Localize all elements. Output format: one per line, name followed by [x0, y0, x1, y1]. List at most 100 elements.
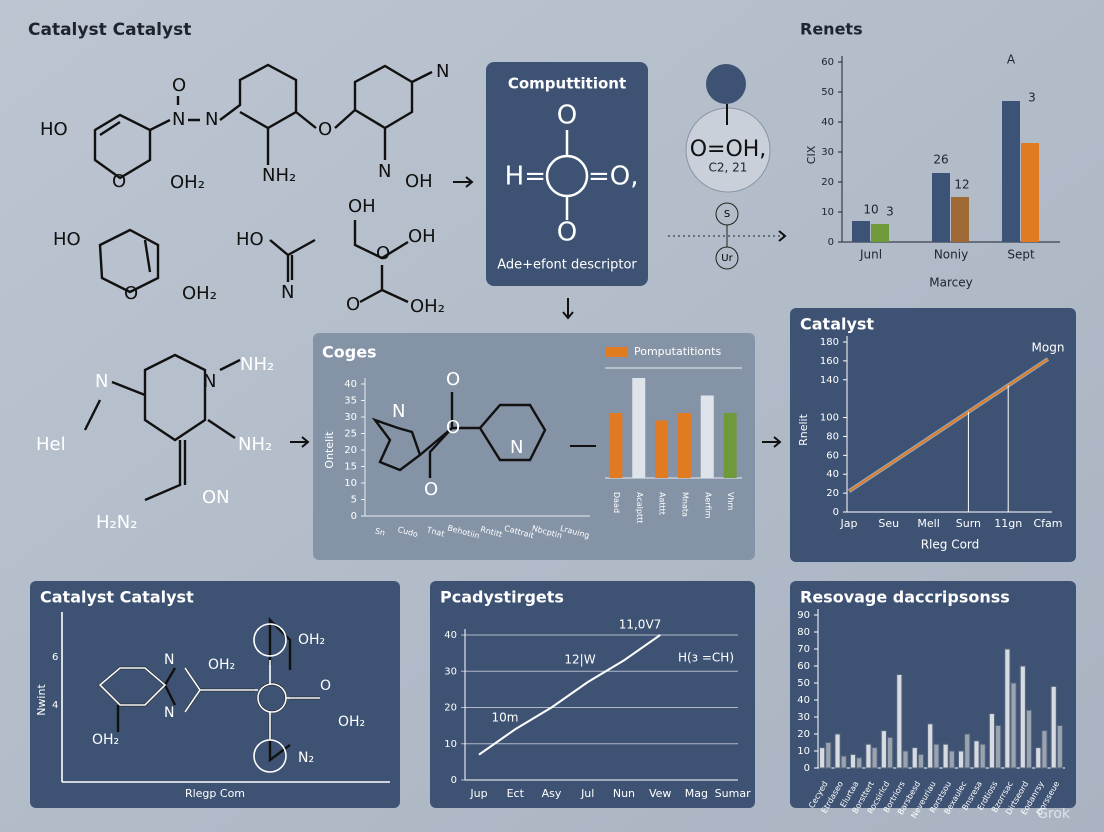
bar — [834, 733, 841, 769]
atom-label: N — [436, 61, 449, 82]
atom-label: NH₂ — [238, 434, 272, 455]
x-tick-label: Mell — [917, 517, 939, 530]
y-tick-label: 20 — [826, 488, 839, 499]
y-axis-label: Ontelit — [323, 431, 336, 469]
atom-label: OH₂ — [170, 172, 205, 193]
node-label: O=OH, — [690, 137, 767, 162]
y-tick-label: 15 — [344, 462, 357, 473]
atom-label: NH₂ — [262, 165, 296, 186]
y-tick-label: 10 — [797, 746, 810, 757]
bar — [1050, 685, 1057, 769]
x-tick-label: Asy — [542, 787, 562, 800]
atom-label: O — [557, 101, 577, 131]
atom-label: HO — [40, 119, 68, 140]
atom-label: OH₂ — [298, 632, 325, 648]
bar — [1019, 665, 1026, 769]
atom-label: N — [164, 652, 174, 668]
y-tick-label: 20 — [821, 177, 834, 188]
y-axis-label: Rnelit — [797, 413, 810, 445]
atom-label: N — [203, 371, 216, 392]
atom-label: N — [205, 109, 218, 130]
x-axis-label: Marcey — [929, 276, 972, 290]
annotation: 12 — [954, 178, 969, 192]
y-axis-label: Nwint — [35, 684, 48, 716]
resovage-panel — [790, 581, 1076, 808]
ring — [253, 739, 287, 773]
bar — [957, 750, 965, 769]
bar — [825, 742, 832, 769]
bar — [819, 747, 826, 769]
y-tick-label: 30 — [344, 412, 357, 423]
x-tick-label: Jup — [469, 787, 487, 800]
ring — [371, 392, 547, 478]
line — [478, 634, 661, 756]
y-tick-label: 140 — [820, 375, 839, 386]
atom-label: O — [376, 243, 390, 264]
atom-label: O — [320, 678, 331, 694]
bar — [948, 750, 955, 769]
atom-label: N — [172, 109, 185, 130]
bar — [1004, 648, 1011, 769]
x-tick-label: Vhm — [726, 492, 735, 511]
y-tick-label: 0 — [451, 775, 457, 786]
y-axis-label: CIX — [805, 145, 818, 164]
atom-label: O — [557, 218, 577, 248]
y-tick-label: 25 — [344, 429, 357, 440]
annotation: A — [1007, 53, 1016, 67]
computation: Computtitiont O O H= =O, Ade+efont descr… — [497, 75, 638, 273]
y-tick-label: 100 — [820, 413, 839, 424]
y-tick-label: 20 — [797, 729, 810, 740]
x-axis-label: Rleg Cord — [921, 538, 980, 552]
atom-label: H₂N₂ — [96, 512, 137, 533]
x-tick-label: Junl — [859, 248, 882, 262]
ring — [334, 64, 433, 160]
chart-title: Renets — [800, 20, 863, 39]
atom-label: N — [95, 371, 108, 392]
atom-label: N₂ — [298, 750, 314, 766]
x-tick-label: Jap — [840, 517, 858, 530]
bar — [1041, 730, 1048, 769]
atom-label: N — [510, 437, 523, 458]
bar — [933, 743, 940, 769]
bond — [353, 220, 409, 304]
bar — [852, 221, 870, 242]
x-tick-label: Sumar — [715, 787, 751, 800]
y-tick-label: 60 — [821, 57, 834, 68]
chart-title: Coges — [322, 343, 377, 362]
y-tick-label: 50 — [797, 678, 810, 689]
y-tick-label: 40 — [821, 117, 834, 128]
y-tick-label: 20 — [344, 445, 357, 456]
bond — [269, 238, 316, 282]
ring-center — [257, 683, 287, 713]
y-tick-label: 20 — [444, 703, 457, 714]
panel-title: Catalyst Catalyst — [40, 588, 194, 607]
y-tick-label: 30 — [444, 666, 457, 677]
atom-label: HO — [236, 229, 264, 250]
molecule-drawings — [83, 63, 547, 763]
atom-label: HO — [53, 229, 81, 250]
bond — [98, 660, 320, 740]
bar — [973, 740, 980, 769]
x-tick-label: Sept — [1007, 248, 1035, 262]
y-tick-label: 40 — [444, 630, 457, 641]
y-tick-label: 30 — [797, 712, 810, 723]
bar — [995, 725, 1002, 769]
x-tick-label: Seu — [878, 517, 899, 530]
annotation: Mogn — [1032, 341, 1065, 355]
bar — [856, 757, 863, 769]
y-tick-label: 90 — [797, 610, 810, 621]
bar — [840, 755, 847, 769]
bar — [1010, 682, 1017, 769]
bar — [609, 413, 623, 478]
bar — [917, 753, 925, 769]
atom-label: OH₂ — [338, 714, 365, 730]
ring — [219, 63, 317, 165]
x-tick-label: Sn — [374, 526, 386, 537]
arrows — [290, 176, 787, 448]
bar — [849, 753, 857, 769]
annotation: 11,0V7 — [619, 618, 662, 632]
x-tick-label: Daad — [612, 492, 621, 513]
y-tick-label: 10 — [821, 207, 834, 218]
bar — [865, 743, 872, 769]
